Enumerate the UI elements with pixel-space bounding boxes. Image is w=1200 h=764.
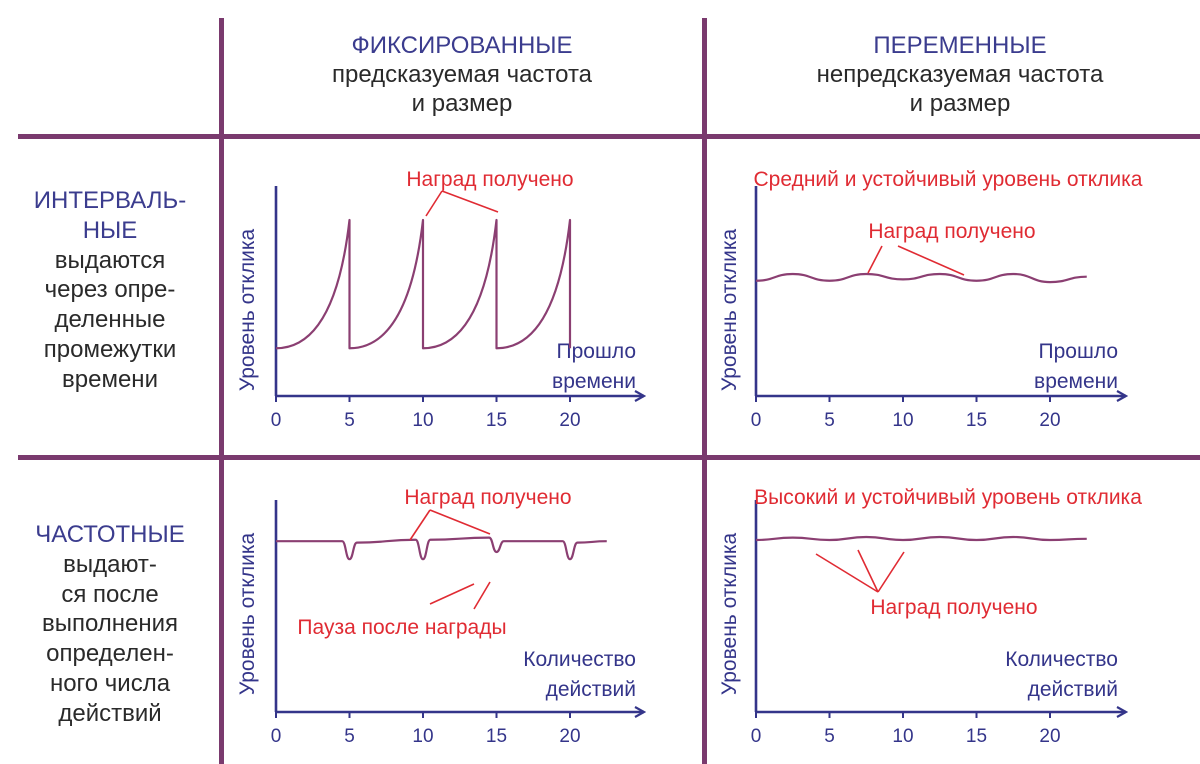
response-curve bbox=[276, 536, 607, 561]
x-tick-label: 20 bbox=[559, 410, 580, 431]
annotation-pause-after-reward: Пауза после награды bbox=[297, 616, 506, 639]
x-tick-label: 15 bbox=[966, 726, 987, 747]
x-tick-label: 15 bbox=[486, 410, 507, 431]
annotation-pointer bbox=[441, 190, 499, 213]
annotation-pointer bbox=[857, 549, 879, 593]
response-curve bbox=[755, 535, 1087, 542]
annotation-pointer bbox=[867, 245, 883, 274]
x-tick-label: 20 bbox=[559, 726, 580, 747]
divider-vertical-right bbox=[702, 18, 707, 764]
annotation-pointer bbox=[425, 190, 443, 217]
annotation-rewards-received: Наград получено bbox=[404, 486, 571, 509]
annotation-pointer bbox=[897, 245, 965, 276]
row-title-interval-2: НЫЕ bbox=[82, 216, 138, 244]
x-tick-label: 10 bbox=[892, 410, 913, 431]
x-axis-label-line-1: Количество bbox=[523, 648, 636, 671]
column-subtitle-variable-2: и размер bbox=[909, 89, 1011, 117]
column-header-variable: ПЕРЕМЕННЫЕ непредсказуемая частота и раз… bbox=[760, 32, 1160, 118]
x-tick-label: 5 bbox=[344, 410, 355, 431]
x-tick-label: 0 bbox=[751, 410, 762, 431]
column-header-fixed: ФИКСИРОВАННЫЕ предсказуемая частота и ра… bbox=[262, 32, 662, 118]
x-axis-label-line-2: действий bbox=[1028, 678, 1118, 701]
annotation-pointer bbox=[473, 581, 491, 610]
x-tick-label: 20 bbox=[1039, 726, 1060, 747]
annotation-rewards-received: Наград получено bbox=[406, 168, 573, 191]
column-subtitle-fixed-1: предсказуемая частота bbox=[331, 60, 593, 88]
y-axis-label: Уровень отклика bbox=[718, 229, 741, 392]
y-axis-label: Уровень отклика bbox=[236, 229, 259, 392]
divider-horizontal-middle bbox=[18, 455, 1200, 460]
x-tick-label: 0 bbox=[751, 726, 762, 747]
x-tick-label: 10 bbox=[892, 726, 913, 747]
x-axis-label-line-2: времени bbox=[1034, 370, 1118, 393]
y-axis-label: Уровень отклика bbox=[718, 533, 741, 696]
annotation-medium-steady-response: Средний и устойчивый уровень отклика bbox=[754, 168, 1143, 191]
annotation-pointer bbox=[815, 553, 879, 593]
divider-vertical-left bbox=[219, 18, 224, 764]
annotation-high-steady-response: Высокий и устойчивый уровень отклика bbox=[754, 486, 1142, 509]
row-title-interval-1: ИНТЕРВАЛЬ- bbox=[33, 187, 187, 214]
column-subtitle-variable-1: непредсказуемая частота bbox=[816, 60, 1104, 88]
divider-horizontal-top bbox=[18, 134, 1200, 139]
x-axis-label-line-2: времени bbox=[552, 370, 636, 393]
chart-fixed-interval: 0 5 10 15 20 Уровень отклика Прошло времени Нагр… bbox=[236, 168, 696, 431]
annotation-pointer bbox=[429, 509, 491, 535]
row-label-ratio: ЧАСТОТНЫЕ выдают- ся после выполнения оп… bbox=[10, 520, 210, 728]
response-curve bbox=[275, 218, 572, 350]
annotation-rewards-received: Наград получено bbox=[868, 220, 1035, 243]
x-axis-label-line-2: действий bbox=[546, 678, 636, 701]
annotation-pointer bbox=[409, 509, 431, 541]
response-curve bbox=[755, 272, 1087, 284]
row-title-ratio-1: ЧАСТОТНЫЕ bbox=[35, 521, 185, 548]
x-tick-label: 0 bbox=[271, 726, 282, 747]
x-tick-label: 5 bbox=[824, 410, 835, 431]
x-tick-label: 15 bbox=[486, 726, 507, 747]
column-subtitle-fixed-2: и размер bbox=[411, 89, 513, 117]
x-tick-label: 5 bbox=[824, 726, 835, 747]
x-axis-label-line-1: Количество bbox=[1005, 648, 1118, 671]
row-desc-interval: выдаются через опре- деленные промежутки… bbox=[43, 246, 177, 393]
annotation-pointer bbox=[877, 551, 905, 593]
column-title-variable: ПЕРЕМЕННЫЕ bbox=[873, 32, 1047, 59]
annotation-pointer bbox=[429, 583, 475, 605]
x-tick-label: 15 bbox=[966, 410, 987, 431]
chart-variable-interval: 0 5 10 15 20 Уровень отклика Прошло времени Сред… bbox=[718, 168, 1143, 431]
x-tick-label: 5 bbox=[344, 726, 355, 747]
x-axis-label-line-1: Прошло bbox=[1039, 340, 1118, 363]
x-axis-label-line-1: Прошло bbox=[557, 340, 636, 363]
row-desc-ratio: выдают- ся после выполнения определен- н… bbox=[41, 550, 179, 727]
x-tick-label: 10 bbox=[412, 726, 433, 747]
x-tick-label: 10 bbox=[412, 410, 433, 431]
row-label-interval: ИНТЕРВАЛЬ- НЫЕ выдаются через опре- деле… bbox=[10, 186, 210, 394]
x-tick-label: 20 bbox=[1039, 410, 1060, 431]
annotation-rewards-received: Наград получено bbox=[870, 596, 1037, 619]
chart-fixed-ratio: 0 5 10 15 20 Уровень отклика Количество действи… bbox=[236, 486, 696, 747]
y-axis-label: Уровень отклика bbox=[236, 533, 259, 696]
x-tick-label: 0 bbox=[271, 410, 282, 431]
column-title-fixed: ФИКСИРОВАННЫЕ bbox=[351, 32, 573, 59]
chart-variable-ratio: 0 5 10 15 20 Уровень отклика Количество действи… bbox=[718, 486, 1142, 747]
